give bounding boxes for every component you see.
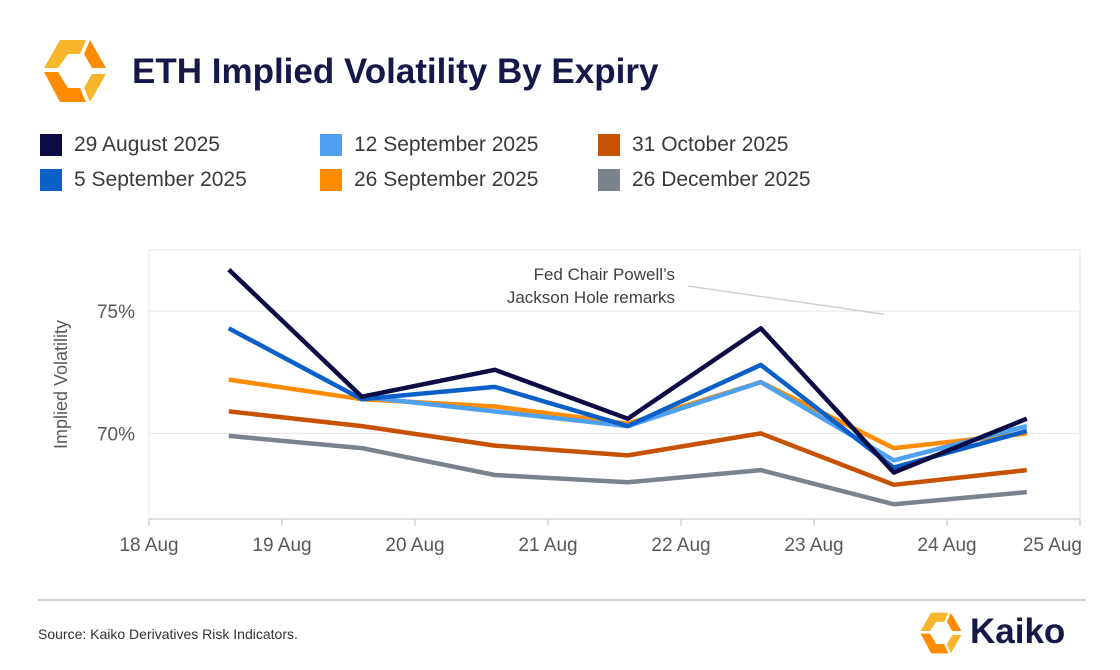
x-tick-label: 19 Aug <box>252 535 311 556</box>
page-title: ETH Implied Volatility By Expiry <box>132 52 659 91</box>
footer-divider <box>38 599 1086 601</box>
x-tick-label: 24 Aug <box>917 535 976 556</box>
legend-label: 12 September 2025 <box>354 133 539 156</box>
annotation-text: Jackson Hole remarks <box>507 288 675 307</box>
annotation-text: Fed Chair Powell’s <box>534 265 675 284</box>
legend-item: 31 October 2025 <box>598 132 788 158</box>
legend-label: 29 August 2025 <box>74 133 220 156</box>
kaiko-logo-icon <box>44 40 106 102</box>
legend-item: 5 September 2025 <box>40 167 247 193</box>
x-tick-label: 20 Aug <box>385 535 444 556</box>
kaiko-logo-icon <box>920 612 962 654</box>
legend-swatch <box>40 169 62 191</box>
footer-brand: Kaiko <box>918 608 1088 658</box>
series-line <box>227 326 1028 470</box>
legend-swatch <box>320 169 342 191</box>
source-note: Source: Kaiko Derivatives Risk Indicator… <box>38 626 298 642</box>
series-line <box>228 433 1028 507</box>
series-line <box>227 267 1028 475</box>
series-line <box>361 379 1028 463</box>
legend-label: 5 September 2025 <box>74 168 247 191</box>
legend-swatch <box>598 134 620 156</box>
brand-name: Kaiko <box>970 612 1066 651</box>
legend-label: 26 December 2025 <box>632 168 811 191</box>
legend-item: 26 December 2025 <box>598 167 811 193</box>
legend-swatch <box>40 134 62 156</box>
annotation-leader <box>687 285 884 315</box>
legend-item: 29 August 2025 <box>40 132 220 158</box>
y-axis-label: Implied Volatility <box>51 320 71 449</box>
legend-label: 31 October 2025 <box>632 133 789 156</box>
y-tick-label: 75% <box>97 302 135 323</box>
x-tick-label: 25 Aug <box>1023 535 1082 556</box>
legend-swatch <box>320 134 342 156</box>
legend-label: 26 September 2025 <box>354 168 539 191</box>
x-tick-label: 23 Aug <box>784 535 843 556</box>
line-chart: 70% 75% 18 Aug 19 Aug 20 Aug 21 Aug 22 Aug 23 A… <box>51 249 1082 556</box>
y-tick-label: 70% <box>97 424 135 445</box>
legend-item: 26 September 2025 <box>320 167 538 193</box>
x-tick-label: 21 Aug <box>518 535 577 556</box>
x-tick-label: 22 Aug <box>651 535 710 556</box>
x-tick-label: 18 Aug <box>119 535 178 556</box>
legend-swatch <box>598 169 620 191</box>
series-line <box>228 409 1028 488</box>
legend-item: 12 September 2025 <box>320 132 538 158</box>
chart-legend: 29 August 2025 12 September 2025 31 Octobe… <box>40 132 1040 202</box>
